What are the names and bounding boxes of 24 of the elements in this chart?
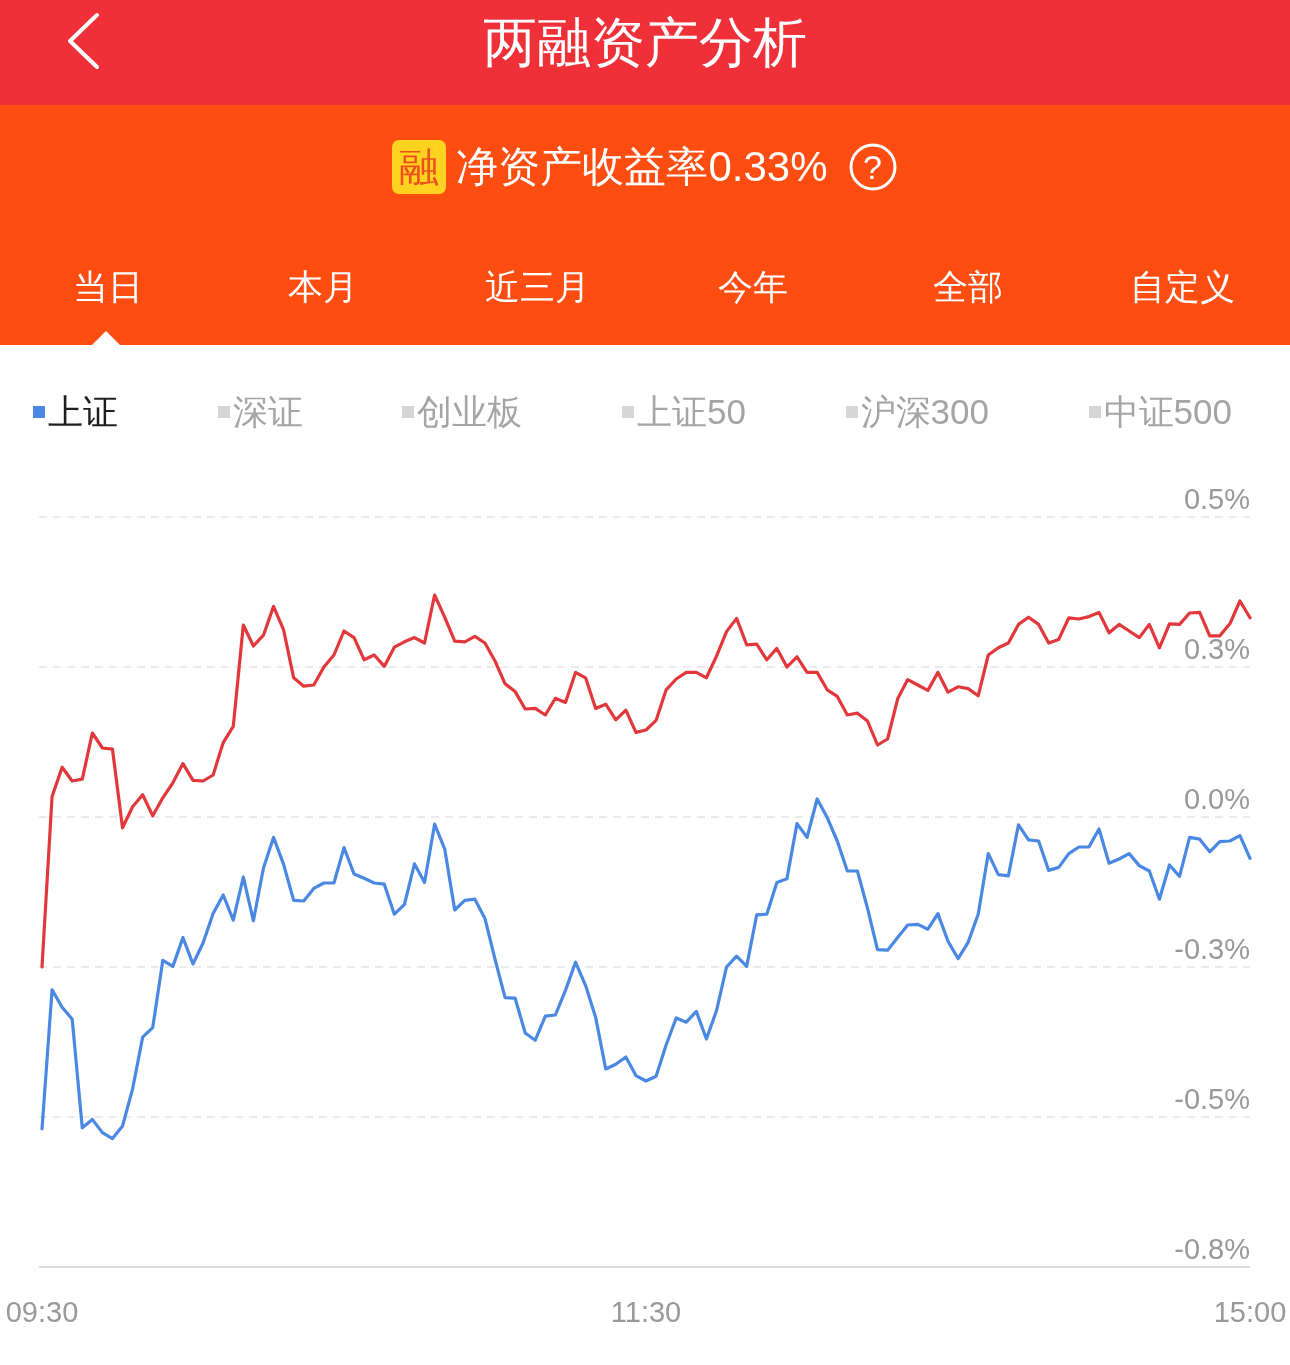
text: 本月 (286, 266, 359, 308)
text: 自定义 (1129, 266, 1236, 308)
x-tick-label: 15:00 (1213, 1296, 1287, 1328)
legend-label: 上证 (48, 390, 118, 433)
text: 全部 (931, 266, 1004, 308)
y-tick-label: -0.8% (1174, 1233, 1250, 1265)
text: 今年 (716, 266, 789, 308)
y-tick-label: 0.5% (1183, 483, 1250, 515)
text: 净资产收益率0.33% (456, 142, 828, 192)
text: 上证50 (636, 390, 746, 433)
y-tick-label: 0.3% (1183, 633, 1250, 665)
text: 近三月 (484, 266, 591, 308)
y-tick-label: -0.5% (1174, 1083, 1250, 1115)
text: 融 (392, 140, 447, 194)
text: 当日 (71, 266, 144, 308)
text: 中证500 (1103, 390, 1232, 433)
text: 两融资产分析 (482, 11, 808, 74)
text: 沪深300 (860, 390, 989, 433)
y-tick-label: -0.3% (1174, 933, 1250, 965)
y-tick-label: 0.0% (1183, 783, 1250, 815)
x-tick-label: 09:30 (5, 1296, 79, 1328)
x-tick-label: 11:30 (610, 1296, 682, 1328)
text: 深证 (232, 390, 303, 433)
text: 创业板 (417, 390, 523, 433)
